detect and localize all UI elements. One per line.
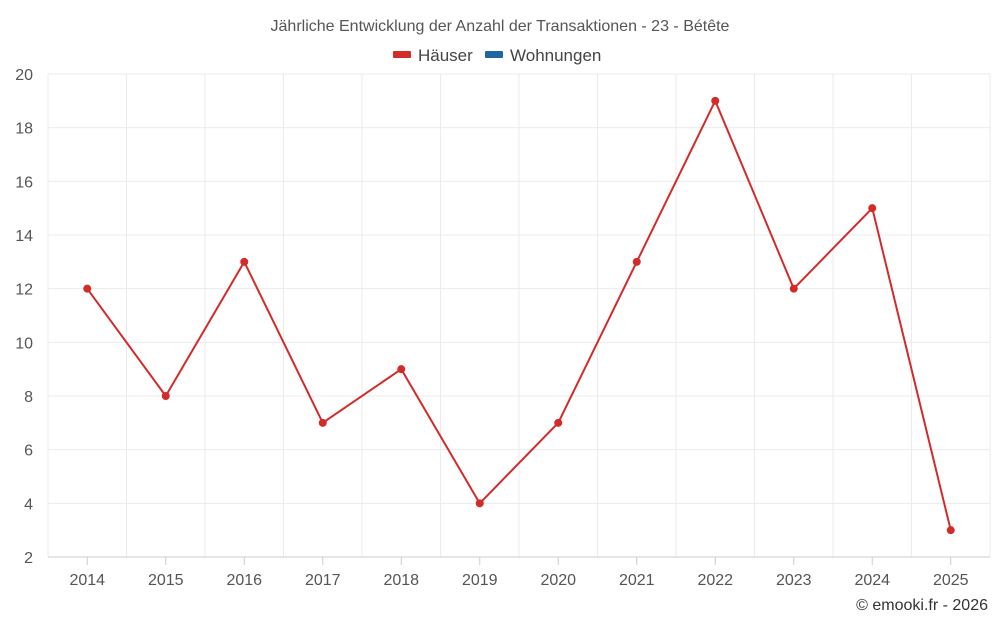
data-point-0-2025 bbox=[946, 526, 955, 535]
y-tick-label-12: 12 bbox=[15, 282, 33, 299]
y-tick-label-4: 4 bbox=[24, 496, 33, 513]
x-tick-label-2017: 2017 bbox=[305, 572, 341, 589]
legend: Häuser Wohnungen bbox=[393, 46, 601, 65]
series-points bbox=[83, 96, 955, 535]
x-tick-label-2018: 2018 bbox=[383, 572, 419, 589]
legend-swatch-wohnungen bbox=[485, 51, 503, 58]
y-tick-label-10: 10 bbox=[15, 335, 33, 352]
data-point-0-2018 bbox=[397, 365, 406, 374]
y-tick-label-18: 18 bbox=[15, 121, 33, 138]
series-line-0 bbox=[86, 99, 952, 531]
data-point-0-2014 bbox=[83, 284, 92, 293]
data-point-0-2021 bbox=[632, 257, 641, 266]
y-tick-label-14: 14 bbox=[15, 228, 33, 245]
x-tick-label-2016: 2016 bbox=[226, 572, 262, 589]
y-tick-label-6: 6 bbox=[24, 443, 33, 460]
x-tick-label-2019: 2019 bbox=[462, 572, 498, 589]
x-tick-label-2014: 2014 bbox=[69, 572, 105, 589]
legend-swatch-haeuser bbox=[393, 51, 411, 58]
data-point-0-2017 bbox=[318, 418, 327, 427]
y-tick-label-20: 20 bbox=[15, 67, 33, 84]
data-point-0-2023 bbox=[789, 284, 798, 293]
x-tick-label-2025: 2025 bbox=[933, 572, 969, 589]
x-tick-label-2020: 2020 bbox=[540, 572, 576, 589]
x-axis-ticks: 2014 2015 2016 2017 2018 2019 2020 2021 2022 2023… bbox=[69, 557, 969, 589]
x-tick-label-2015: 2015 bbox=[148, 572, 184, 589]
series-lines bbox=[86, 99, 952, 531]
x-tick-label-2022: 2022 bbox=[697, 572, 733, 589]
data-point-0-2015 bbox=[161, 392, 170, 400]
data-point-0-2020 bbox=[554, 418, 563, 427]
legend-label-haeuser[interactable]: Häuser bbox=[418, 46, 473, 65]
credit-text: © emooki.fr - 2026 bbox=[856, 597, 988, 614]
chart-title: Jährliche Entwicklung der Anzahl der Tra… bbox=[271, 18, 730, 35]
x-tick-label-2021: 2021 bbox=[619, 572, 655, 589]
data-point-0-2019 bbox=[475, 499, 484, 508]
data-point-0-2016 bbox=[240, 257, 249, 266]
data-point-0-2024 bbox=[868, 204, 877, 213]
y-axis-ticks: 2 4 6 8 10 12 14 16 18 20 bbox=[15, 67, 33, 567]
y-tick-label-2: 2 bbox=[24, 550, 33, 567]
y-tick-label-8: 8 bbox=[24, 389, 33, 406]
x-gridlines bbox=[47, 74, 991, 557]
data-point-0-2022 bbox=[711, 96, 720, 105]
x-tick-label-2024: 2024 bbox=[854, 572, 890, 589]
legend-label-wohnungen[interactable]: Wohnungen bbox=[510, 46, 601, 65]
x-tick-label-2023: 2023 bbox=[776, 572, 812, 589]
y-tick-label-16: 16 bbox=[15, 174, 33, 191]
